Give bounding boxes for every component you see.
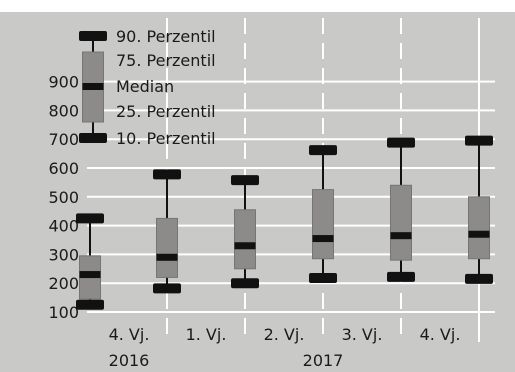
legend-sample-box [79, 31, 107, 143]
y-tick-label-100: 100 [48, 303, 79, 322]
box-6-iqr-box [468, 196, 490, 260]
y-tick-label-300: 300 [48, 245, 79, 264]
x-axis: 4. Vj. 1. Vj. 2. Vj. 3. Vj. 4. Vj. 2016 2017 [109, 325, 461, 370]
x-tick-label-4: 3. Vj. [342, 325, 383, 344]
legend-median-bar [82, 83, 104, 90]
box-5-p90-cap [387, 137, 415, 148]
box-1-p90-cap [76, 213, 104, 224]
box-3-p90-cap [231, 175, 259, 186]
box-6-p90-cap [465, 135, 493, 146]
legend-p90-cap [79, 31, 107, 41]
box-series [76, 135, 493, 310]
box-5-p10-cap [387, 271, 415, 282]
legend-p10-cap [79, 133, 107, 143]
legend-label-median: Median [116, 77, 174, 96]
box-2-p10-cap [153, 283, 181, 294]
legend-label-p75: 75. Perzentil [116, 51, 216, 70]
box-6-p10-cap [465, 273, 493, 284]
y-tick-label-600: 600 [48, 159, 79, 178]
y-tick-label-200: 200 [48, 274, 79, 293]
box-2-iqr-box [156, 217, 178, 278]
y-tick-label-900: 900 [48, 73, 79, 92]
y-axis: 100 200 300 400 500 600 700 800 900 [48, 73, 79, 322]
legend-label-p10: 10. Perzentil [116, 129, 216, 148]
box-5-iqr-box [390, 184, 412, 261]
box-4-p90-cap [309, 145, 337, 156]
x-tick-label-3: 2. Vj. [264, 325, 305, 344]
box-1 [76, 213, 104, 310]
x-tick-label-1: 4. Vj. [109, 325, 150, 344]
legend: 90. Perzentil 75. Perzentil Median 25. Perz… [79, 27, 216, 148]
box-3-iqr-box [234, 209, 256, 270]
box-1-median-bar [79, 271, 101, 279]
box-4 [309, 145, 337, 284]
box-1-p10-cap [76, 299, 104, 310]
legend-label-p90: 90. Perzentil [116, 27, 216, 46]
box-5-median-bar [390, 232, 412, 240]
y-tick-label-400: 400 [48, 217, 79, 236]
y-tick-label-800: 800 [48, 101, 79, 120]
box-2-p90-cap [153, 169, 181, 180]
box-2-median-bar [156, 253, 178, 261]
legend-label-p25: 25. Perzentil [116, 102, 216, 121]
y-tick-label-500: 500 [48, 188, 79, 207]
year-label-2016: 2016 [109, 351, 150, 370]
box-4-iqr-box [312, 189, 334, 260]
box-6-median-bar [468, 230, 490, 238]
y-tick-label-700: 700 [48, 130, 79, 149]
box-3-p10-cap [231, 278, 259, 289]
box-4-median-bar [312, 235, 334, 243]
x-tick-label-2: 1. Vj. [186, 325, 227, 344]
box-2 [153, 169, 181, 294]
x-tick-label-5: 4. Vj. [420, 325, 461, 344]
box-6 [465, 135, 493, 284]
box-4-p10-cap [309, 273, 337, 284]
box-3 [231, 175, 259, 289]
box-5 [387, 137, 415, 282]
box-3-median-bar [234, 242, 256, 250]
year-label-2017: 2017 [303, 351, 344, 370]
